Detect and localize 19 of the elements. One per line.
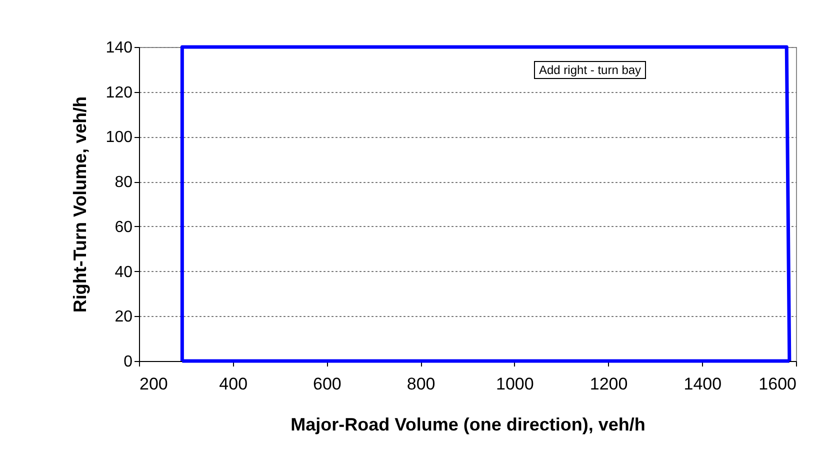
y-tick-label: 0 bbox=[124, 354, 133, 370]
y-tick-label: 140 bbox=[106, 40, 133, 56]
x-tick-label: 1200 bbox=[590, 374, 628, 394]
x-tick-label: 400 bbox=[219, 374, 248, 394]
y-tick-label: 20 bbox=[114, 308, 133, 326]
x-axis-title: Major-Road Volume (one direction), veh/h bbox=[290, 414, 646, 434]
y-axis-title: Right-Turn Volume, veh/h bbox=[70, 96, 90, 313]
y-tick-label: 80 bbox=[114, 174, 133, 192]
y-tick-label: 120 bbox=[106, 84, 133, 102]
x-tick-label: 1600 bbox=[758, 374, 796, 394]
x-tick-label: 1400 bbox=[684, 374, 722, 394]
x-tick-label: 200 bbox=[140, 374, 168, 394]
y-tick-label: 100 bbox=[106, 129, 133, 146]
y-tick-label: 60 bbox=[114, 218, 133, 236]
y-tick-label: 40 bbox=[114, 264, 133, 281]
x-tick-label: 600 bbox=[313, 374, 342, 394]
x-tick-label: 1000 bbox=[496, 374, 534, 394]
x-tick-label: 800 bbox=[406, 374, 436, 394]
annotation: Add right - turn bay bbox=[534, 61, 646, 79]
